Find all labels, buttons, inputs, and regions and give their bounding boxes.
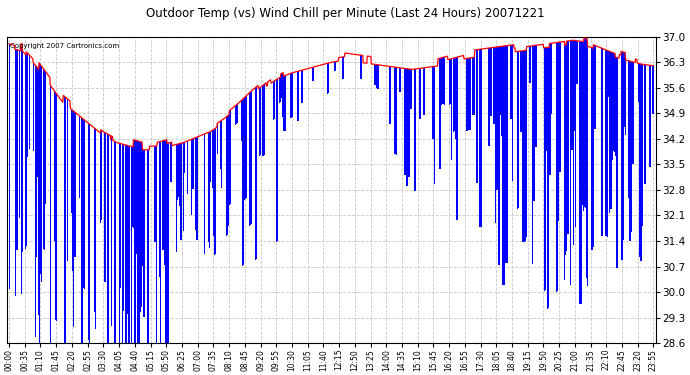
Text: Outdoor Temp (vs) Wind Chill per Minute (Last 24 Hours) 20071221: Outdoor Temp (vs) Wind Chill per Minute …: [146, 8, 544, 21]
Text: Copyright 2007 Cartronics.com: Copyright 2007 Cartronics.com: [10, 43, 119, 49]
